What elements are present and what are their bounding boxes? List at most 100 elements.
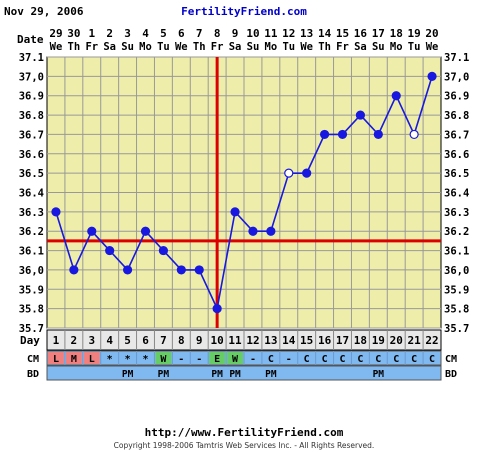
cm-value: C	[429, 354, 435, 365]
cm-value: W	[232, 354, 239, 365]
site-name-link[interactable]: FertilityFriend.com	[181, 5, 307, 18]
date-label: 12	[282, 27, 295, 40]
cycle-day-label: 6	[142, 334, 149, 347]
y-tick-label-right: 36.1	[444, 246, 469, 258]
date-label: 5	[160, 27, 167, 40]
cycle-day-label: 1	[53, 334, 60, 347]
weekday-label: Tu	[408, 41, 421, 53]
y-tick-label-right: 36.3	[444, 207, 469, 219]
weekday-label: Th	[68, 41, 81, 53]
cm-cell	[227, 352, 243, 364]
cm-cell	[316, 352, 333, 364]
cm-cell	[65, 352, 82, 364]
temperature-point	[230, 207, 240, 217]
temperature-point	[194, 265, 204, 275]
bd-value: PM	[122, 369, 134, 380]
weekday-label: Su	[247, 41, 260, 53]
footer-url-link[interactable]: http://www.FertilityFriend.com	[145, 426, 344, 439]
cycle-day-label: 20	[390, 334, 403, 347]
y-tick-label-left: 37,0	[19, 71, 44, 83]
bd-row-background	[46, 365, 442, 381]
cm-cell	[83, 352, 100, 364]
cycle-day-label: 16	[318, 334, 332, 347]
cm-cell	[352, 352, 369, 364]
weekday-label: Su	[372, 41, 385, 53]
cm-value: C	[322, 354, 328, 365]
y-tick-label-left: 35.8	[19, 304, 44, 316]
date-label: 20	[425, 27, 438, 40]
cm-cell	[173, 352, 190, 364]
cm-value: C	[411, 354, 417, 365]
weekday-label: Sa	[229, 41, 242, 53]
date-label: 17	[372, 27, 385, 40]
cm-cell	[280, 352, 297, 364]
temperature-point	[51, 207, 61, 217]
y-tick-label-left: 36.4	[19, 188, 44, 200]
cycle-day-label: 19	[372, 334, 385, 347]
bd-value: PM	[229, 369, 241, 380]
y-tick-label-right: 36.7	[444, 129, 469, 141]
cm-value: *	[142, 354, 148, 365]
cm-value: -	[196, 354, 202, 365]
temperature-point-open	[409, 129, 419, 140]
weekday-label: Th	[318, 41, 331, 53]
y-tick-label-right: 36,0	[444, 265, 469, 277]
cm-cell	[245, 352, 261, 364]
y-tick-label-left: 37.1	[19, 52, 44, 64]
temperature-point	[140, 226, 151, 236]
day-row-label: Day	[20, 334, 40, 347]
cycle-day-label: 10	[211, 334, 224, 347]
cycle-day-label: 7	[160, 334, 167, 347]
y-tick-label-left: 36.9	[19, 91, 44, 103]
y-tick-label-left: 36.7	[19, 129, 44, 141]
temperature-point	[69, 265, 79, 275]
weekday-label: We	[175, 41, 188, 53]
cycle-day-label: 2	[71, 334, 78, 347]
cm-cell	[155, 352, 172, 364]
bd-value: PM	[265, 369, 277, 380]
cm-cell	[191, 352, 208, 364]
weekday-label: Tu	[157, 41, 170, 53]
cm-value: C	[339, 354, 345, 365]
cm-cell	[388, 352, 405, 364]
cm-cell	[298, 352, 315, 364]
temperature-point	[427, 71, 437, 81]
temperature-line	[55, 76, 433, 312]
y-tick-label-right: 36.2	[444, 226, 469, 238]
cm-cell	[262, 352, 279, 364]
temperature-point	[87, 226, 97, 236]
date-label: 6	[178, 27, 185, 40]
cm-value: *	[125, 354, 131, 365]
weekday-label: Fr	[211, 41, 224, 53]
date-label: 4	[142, 27, 149, 40]
cycle-day-label: 17	[336, 334, 349, 347]
cycle-day-label: 22	[425, 334, 438, 347]
cm-cell	[48, 352, 64, 364]
date-label: 8	[214, 27, 221, 40]
temperature-point-open	[284, 168, 294, 178]
cm-value: -	[178, 354, 184, 365]
y-tick-label-right: 36.6	[444, 149, 469, 161]
weekday-label: We	[426, 41, 439, 53]
temperature-point	[337, 129, 348, 140]
date-label: 16	[354, 27, 368, 40]
date-label: 3	[124, 27, 131, 40]
y-tick-label-left: 36.1	[19, 246, 44, 258]
bd-value: PM	[158, 369, 170, 380]
date-row-label: Date	[17, 33, 44, 46]
date-label: 13	[300, 27, 313, 40]
weekday-label: We	[50, 41, 63, 53]
cycle-day-label: 8	[178, 334, 185, 347]
temperature-point	[302, 168, 312, 178]
bd-value: PM	[373, 369, 385, 380]
cm-value: C	[393, 354, 399, 365]
y-tick-label-left: 36,0	[19, 265, 44, 277]
cm-value: *	[107, 354, 113, 365]
weekday-label: Sa	[354, 41, 367, 53]
date-label: 9	[232, 27, 239, 40]
temperature-point	[266, 226, 276, 236]
weekday-label: Th	[193, 41, 206, 53]
temperature-point	[176, 265, 186, 275]
